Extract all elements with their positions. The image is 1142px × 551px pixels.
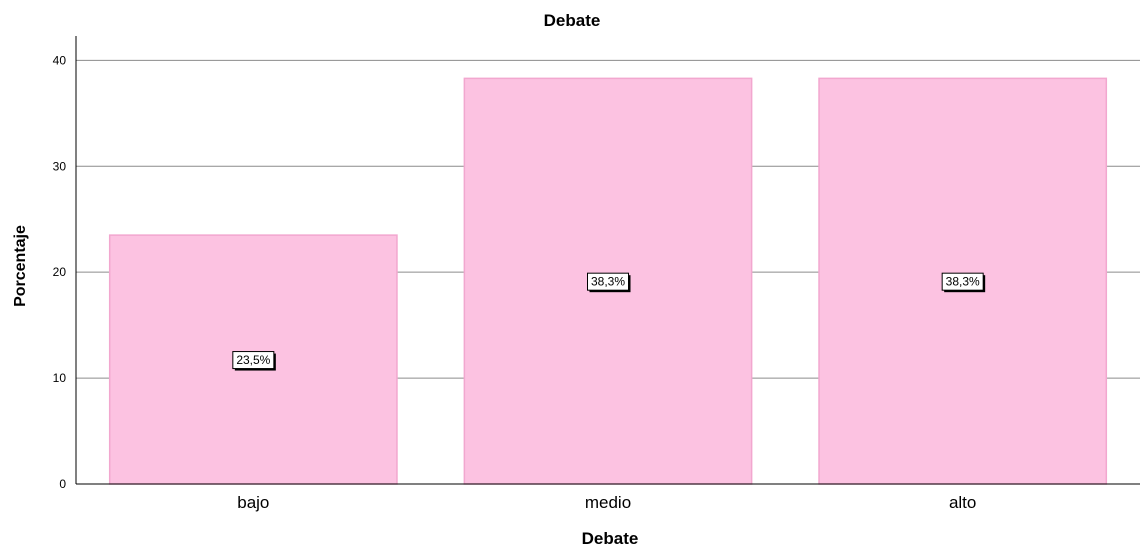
x-axis-label: Debate <box>582 529 639 548</box>
data-label-box <box>232 351 275 370</box>
data-label: 38,3% <box>591 275 625 289</box>
data-label-box <box>587 272 629 291</box>
y-tick-label: 30 <box>53 159 67 173</box>
y-tick-label: 10 <box>53 371 67 385</box>
data-label-box <box>941 272 984 291</box>
x-tick-label: bajo <box>237 493 269 512</box>
x-tick-label: alto <box>949 493 976 512</box>
y-tick-labels: 0 10 20 30 40 <box>53 53 67 491</box>
axes <box>75 36 1140 485</box>
y-tick-label: 0 <box>59 477 66 491</box>
data-labels: 23,5% 38,3% 38,3% <box>232 272 986 371</box>
x-tick-labels: bajo medio alto <box>237 493 976 512</box>
data-label: 38,3% <box>946 275 980 289</box>
y-tick-label: 20 <box>53 265 67 279</box>
data-label: 23,5% <box>236 353 270 367</box>
x-tick-label: medio <box>585 493 631 512</box>
y-axis-label: Porcentaje <box>12 225 29 307</box>
y-tick-label: 40 <box>53 53 67 67</box>
chart-title: Debate <box>544 11 601 30</box>
